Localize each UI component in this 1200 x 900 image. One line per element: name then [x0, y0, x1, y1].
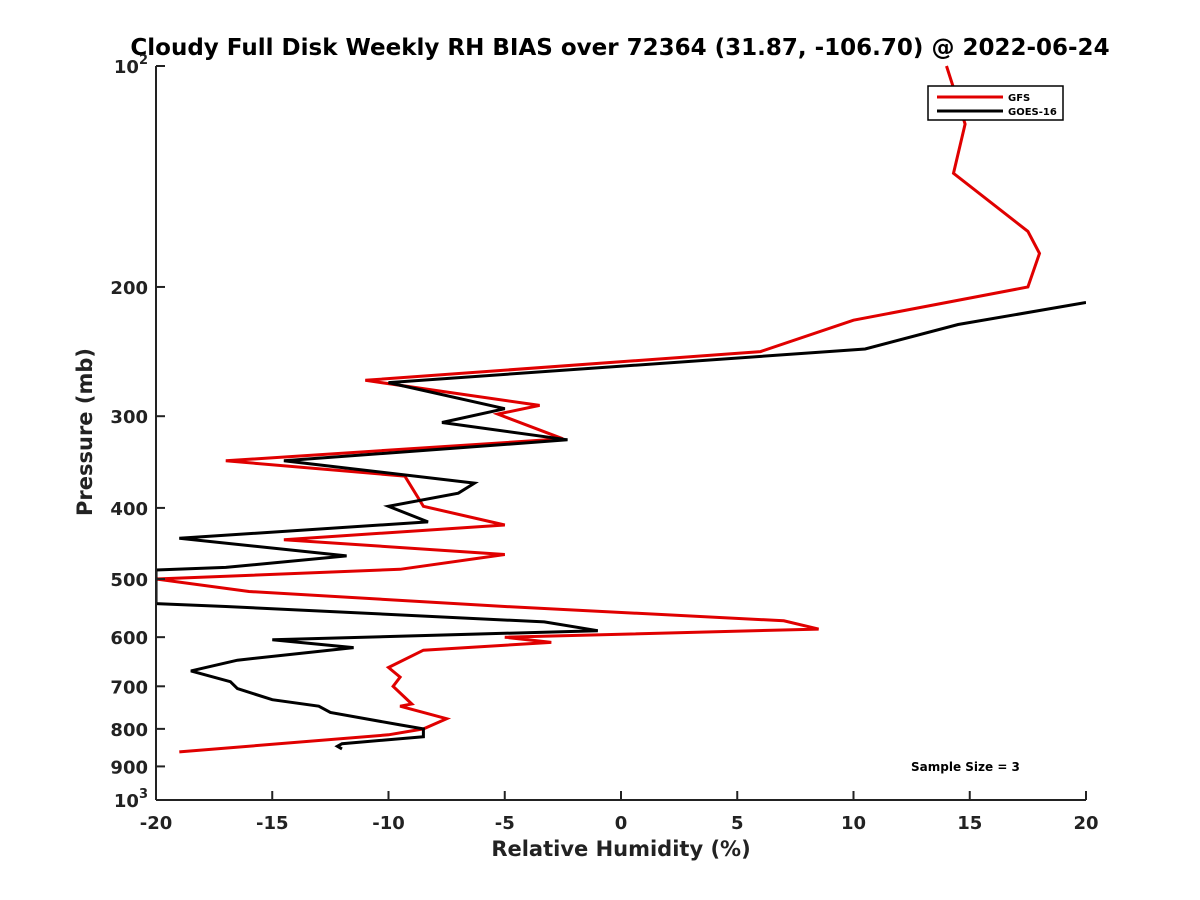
sample-size-annotation: Sample Size = 3 [911, 760, 1020, 774]
legend-box [927, 85, 1064, 121]
series-line-goes-16 [156, 301, 1086, 751]
x-tick-label: -10 [372, 813, 405, 834]
x-tick-label: -15 [256, 813, 289, 834]
plot-area: -20 -15 -10 -5 0 5 10 15 20 102 200 300 400 500 600 700… [110, 53, 1098, 834]
x-tick-label: 15 [957, 813, 982, 834]
chart-title: Cloudy Full Disk Weekly RH BIAS over 723… [130, 35, 1109, 61]
y-tick-label: 200 [110, 278, 148, 299]
y-tick-label: 102 [114, 53, 148, 78]
y-axis-label: Pressure (mb) [73, 348, 97, 516]
x-axis-label: Relative Humidity (%) [491, 837, 750, 861]
legend-label: GOES-16 [1008, 107, 1057, 118]
series-line-gfs [156, 65, 1042, 754]
y-tick-label: 800 [110, 720, 148, 741]
y-tick-label: 700 [110, 677, 148, 698]
x-tick-label: -20 [140, 813, 173, 834]
x-tick-label: -5 [495, 813, 515, 834]
y-tick-label: 600 [110, 628, 148, 649]
x-tick-label: 0 [615, 813, 628, 834]
y-tick-label: 300 [110, 407, 148, 428]
x-tick-label: 5 [731, 813, 744, 834]
y-tick-label: 900 [110, 757, 148, 778]
y-tick-label: 400 [110, 499, 148, 520]
y-tick-label: 500 [110, 570, 148, 591]
legend-label: GFS [1008, 93, 1030, 104]
legend: GFS GOES-16 [927, 85, 1064, 121]
x-tick-label: 10 [841, 813, 866, 834]
y-tick-label: 103 [114, 787, 148, 812]
x-tick-label: 20 [1073, 813, 1098, 834]
